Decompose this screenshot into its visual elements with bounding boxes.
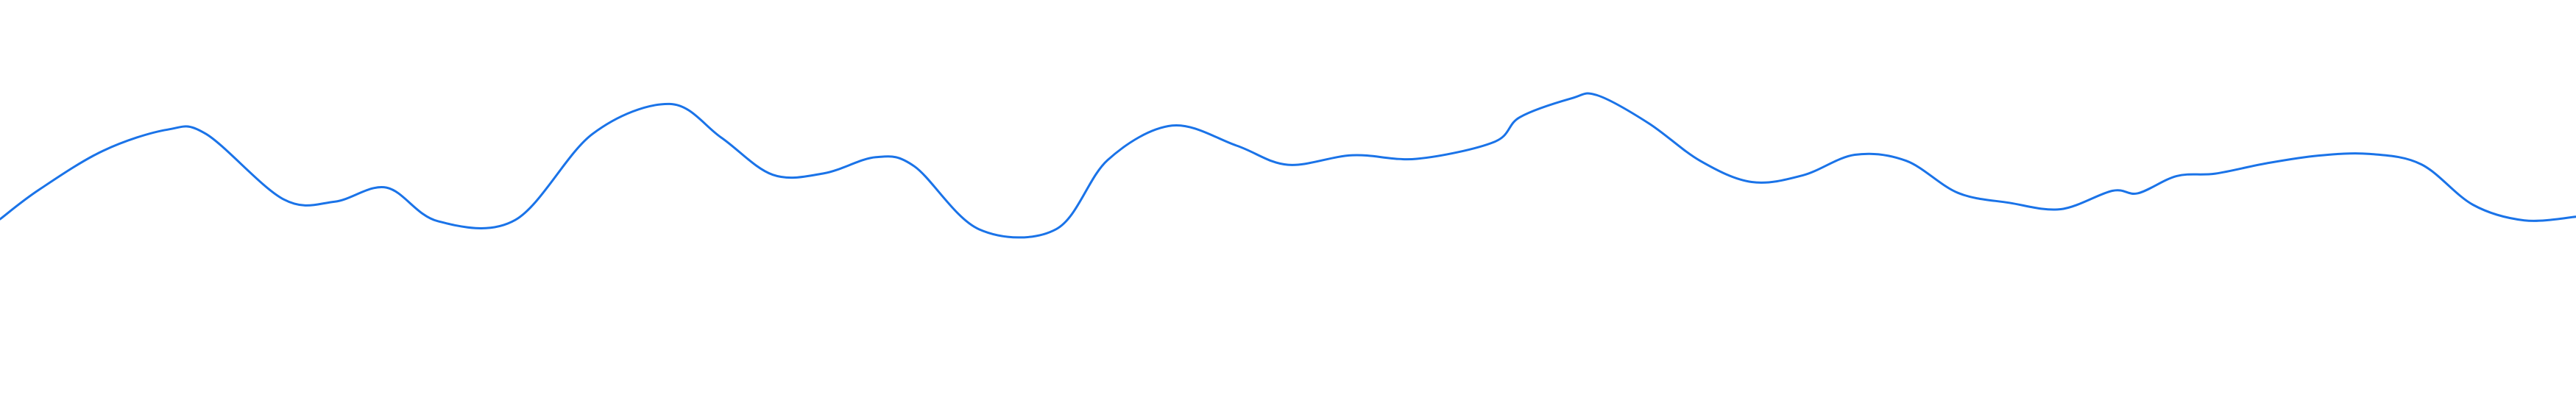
data-point <box>1171 124 1173 126</box>
data-point <box>1751 181 1753 183</box>
data-point <box>2009 201 2011 204</box>
data-point <box>1854 154 1856 156</box>
data-point <box>1596 94 1599 96</box>
data-point <box>1648 122 1650 124</box>
data-point <box>1351 154 1354 157</box>
data-point <box>1287 164 1289 166</box>
data-point <box>1236 145 1238 147</box>
data-point <box>2137 192 2140 194</box>
data-point <box>913 165 916 168</box>
data-point <box>2176 175 2178 177</box>
data-point <box>1699 160 1702 162</box>
data-point <box>669 103 671 105</box>
data-point <box>437 220 439 222</box>
data-point <box>166 129 169 131</box>
data-point <box>38 189 40 191</box>
data-point <box>2215 173 2217 175</box>
data-point <box>875 156 877 158</box>
data-point <box>514 219 517 221</box>
data-point <box>1571 97 1573 99</box>
data-point <box>2318 154 2320 157</box>
data-point <box>592 133 594 135</box>
data-point <box>772 174 774 176</box>
data-point <box>102 150 105 152</box>
data-point <box>1957 192 1959 194</box>
data-point <box>824 172 826 174</box>
data-point <box>283 198 285 200</box>
data-point <box>721 137 723 139</box>
data-point <box>2266 162 2268 165</box>
data-point <box>386 187 388 189</box>
data-point <box>1493 141 1496 143</box>
data-point <box>1416 158 1418 160</box>
series-line-0 <box>0 92 2576 239</box>
data-point <box>2060 208 2062 210</box>
data-point <box>2524 219 2526 221</box>
data-point <box>1906 160 1908 162</box>
data-point <box>1802 174 1805 176</box>
data-point <box>1055 228 1058 230</box>
data-point <box>334 201 336 203</box>
series-layer <box>0 92 2576 239</box>
data-point <box>2112 190 2114 192</box>
data-point <box>978 228 980 230</box>
data-point <box>1107 159 1109 161</box>
data-point <box>2369 153 2371 155</box>
data-point <box>205 133 208 135</box>
data-point <box>2472 204 2474 206</box>
data-point <box>1519 116 1521 118</box>
data-point <box>2421 163 2423 165</box>
